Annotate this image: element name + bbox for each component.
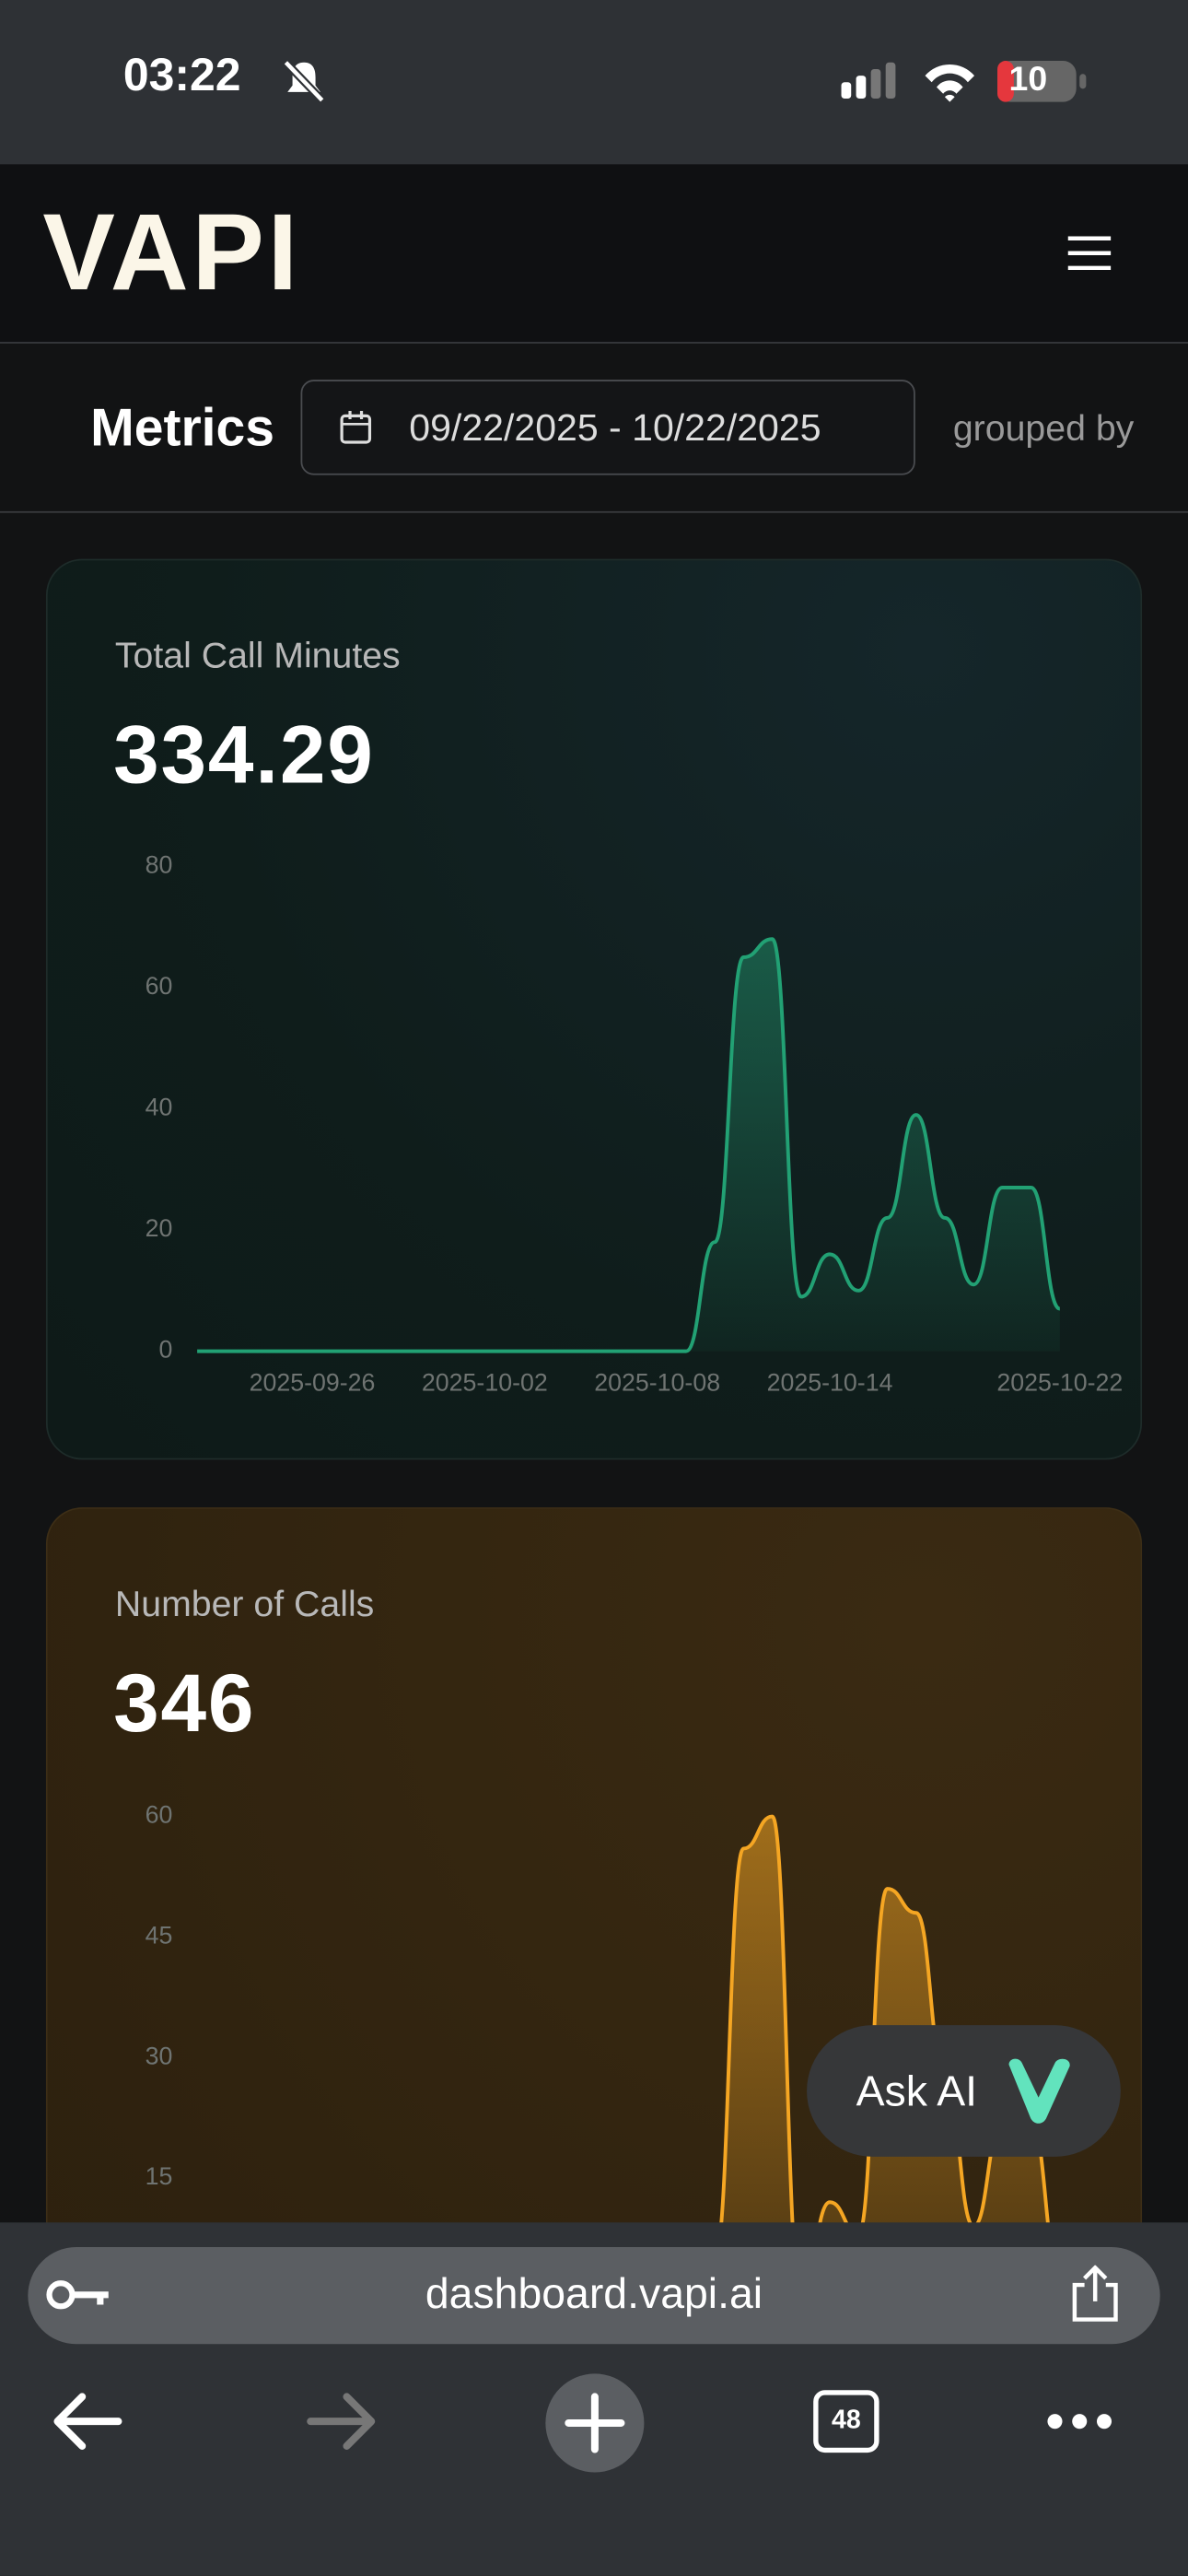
card-value: 334.29 (113, 708, 375, 801)
card-label: Total Call Minutes (114, 634, 401, 676)
clock: 03:22 (122, 49, 241, 100)
vapi-icon (1008, 2058, 1070, 2124)
status-bar (0, 0, 1188, 165)
card-label: Number of Calls (114, 1583, 375, 1624)
y-tick-label: 15 (146, 2162, 173, 2190)
x-tick-label: 2025-10-14 (767, 1368, 893, 1396)
battery-level: 10 (1008, 61, 1048, 100)
grouped-by-label: grouped by (952, 407, 1135, 450)
y-tick-label: 60 (146, 1801, 173, 1829)
share-button[interactable] (1068, 2265, 1124, 2324)
y-tick-label: 45 (146, 1921, 173, 1949)
status-icons (841, 61, 1087, 102)
y-tick-label: 40 (146, 1094, 173, 1121)
more-button[interactable] (1043, 2408, 1119, 2435)
x-tick-label: 2025-10-22 (996, 1368, 1123, 1396)
url: dashboard.vapi.ai (425, 2268, 763, 2318)
new-tab-button[interactable] (544, 2372, 646, 2475)
metrics-title: Metrics (90, 397, 275, 458)
card-value: 346 (113, 1657, 256, 1750)
menu-button[interactable] (1065, 233, 1114, 275)
area (197, 939, 1060, 1352)
back-button[interactable] (50, 2387, 125, 2456)
x-tick-label: 2025-10-08 (594, 1368, 720, 1396)
forward-button[interactable] (304, 2387, 379, 2456)
ask-ai-label: Ask AI (856, 2066, 978, 2116)
x-tick-label: 2025-09-26 (250, 1368, 376, 1396)
date-range: 09/22/2025 - 10/22/2025 (409, 405, 821, 450)
y-tick-label: 30 (146, 2042, 173, 2069)
y-tick-label: 0 (158, 1336, 172, 1364)
date-picker[interactable] (300, 380, 915, 475)
y-tick-label: 20 (146, 1214, 173, 1242)
tabs-button[interactable]: 48 (813, 2390, 879, 2453)
y-tick-label: 60 (146, 972, 173, 1000)
logo[interactable]: VAPI (42, 190, 301, 313)
app-header (0, 164, 1188, 344)
y-tick-label: 80 (146, 850, 173, 878)
ask-ai-button[interactable] (807, 2025, 1121, 2157)
calendar-icon (340, 411, 372, 444)
address-bar[interactable] (28, 2247, 1160, 2345)
mute-icon (283, 59, 325, 103)
line (197, 937, 1061, 1353)
x-tick-label: 2025-10-02 (422, 1368, 548, 1396)
key-icon (46, 2280, 109, 2310)
